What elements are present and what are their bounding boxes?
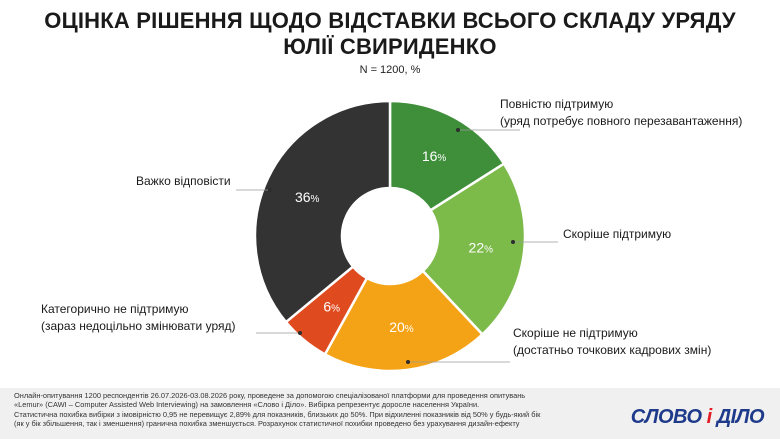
donut-slice-5 bbox=[253, 99, 392, 324]
category-label-2: Скоріше підтримую bbox=[563, 227, 671, 241]
category-label-3: Скоріше не підтримую (достатньо точкових … bbox=[513, 326, 711, 357]
donut-slice-2 bbox=[421, 161, 527, 337]
data-label-4: 6% bbox=[323, 299, 340, 315]
chart-subtitle: N = 1200, % bbox=[359, 64, 421, 76]
category-label-5: Важко відповісти bbox=[136, 174, 231, 188]
leader-dot-2 bbox=[511, 240, 515, 244]
data-label-2: 22% bbox=[469, 239, 494, 255]
logo-part-1: СЛОВО bbox=[630, 406, 707, 428]
leader-dot-3 bbox=[406, 360, 410, 364]
donut-slice-3 bbox=[323, 269, 485, 373]
methodology-footnote: Онлайн-опитування 1200 респондентів 26.0… bbox=[14, 391, 574, 428]
logo-part-2: і bbox=[706, 406, 713, 428]
data-label-3: 20% bbox=[389, 319, 414, 335]
donut-chart: 16% Повністю підтримую (уряд потребує повн… bbox=[41, 97, 742, 373]
chart-title: ОЦІНКА РІШЕННЯ ЩОДО ВІДСТАВКИ ВСЬОГО СКЛ… bbox=[0, 8, 780, 60]
chart-title-line-2: ЮЛІЇ СВИРИДЕНКО bbox=[283, 34, 497, 59]
chart-title-line-1: ОЦІНКА РІШЕННЯ ЩОДО ВІДСТАВКИ ВСЬОГО СКЛ… bbox=[44, 8, 736, 33]
data-label-5: 36% bbox=[295, 189, 320, 205]
footnote-line-3: Статистична похибка вибірки з імовірніст… bbox=[14, 409, 541, 419]
footer: Онлайн-опитування 1200 респондентів 26.0… bbox=[0, 388, 780, 439]
leader-dot-1 bbox=[456, 128, 460, 132]
footnote-line-2: «Lemur» (CAWI – Computer Assisted Web In… bbox=[14, 400, 480, 410]
leader-dot-4 bbox=[298, 331, 302, 335]
category-label-1: Повністю підтримую (уряд потребує повного… bbox=[500, 97, 742, 128]
footnote-line-1: Онлайн-опитування 1200 респондентів 26.0… bbox=[14, 391, 526, 400]
brand-logo: СЛОВО і ДІЛО bbox=[630, 406, 765, 429]
leader-dot-5 bbox=[268, 188, 272, 192]
data-label-1: 16% bbox=[422, 148, 447, 164]
category-label-4: Категорично не підтримую (зараз недоцільн… bbox=[41, 302, 236, 333]
footnote-line-4: (як у бік збільшення, так і зменшення) г… bbox=[14, 418, 520, 428]
donut-slice-1 bbox=[388, 99, 506, 213]
logo-part-3: ДІЛО bbox=[711, 406, 765, 428]
